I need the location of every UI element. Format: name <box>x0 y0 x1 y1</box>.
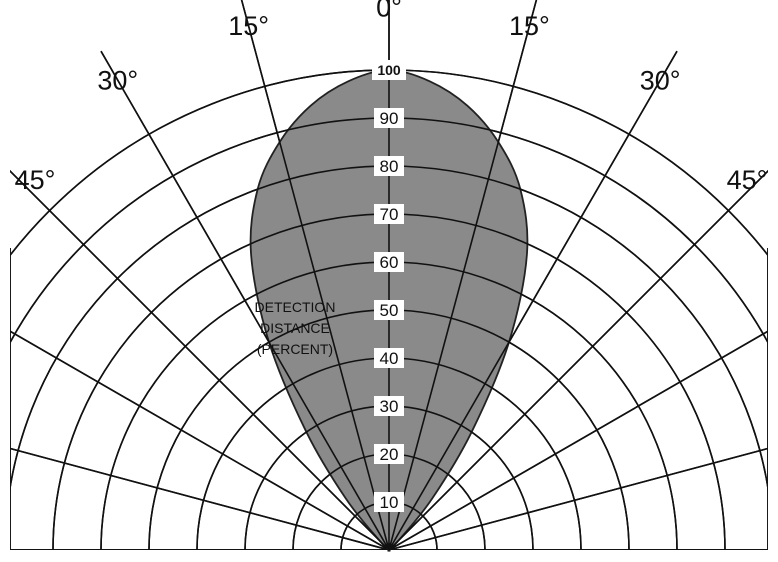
tick-bg-10 <box>374 492 404 512</box>
angle-label-right-30: 30° <box>640 65 681 95</box>
overlay-spoke--60 <box>10 330 390 550</box>
axis-label-line-3: (PERCENT) <box>257 341 333 357</box>
tick-bg-30 <box>374 396 404 416</box>
overlay-spoke--15 <box>240 0 390 550</box>
tick-label-100: 100 <box>377 62 401 78</box>
overlay-spoke-75 <box>388 447 768 550</box>
tick-bg-70 <box>374 204 404 224</box>
tick-label-20: 20 <box>380 445 399 464</box>
angle-label-right-15: 15° <box>509 11 550 41</box>
radial-tick-labels: 10 20 30 40 50 60 70 80 90 100 <box>372 60 406 512</box>
tick-bg-40 <box>374 348 404 368</box>
overlay-spoke-15 <box>388 0 538 550</box>
tick-label-70: 70 <box>380 205 399 224</box>
tick-bg-50 <box>374 300 404 320</box>
overlay-spoke-60 <box>388 330 768 550</box>
tick-bg-100 <box>372 60 406 80</box>
tick-label-30: 30 <box>380 397 399 416</box>
angle-labels: 0° 15° 15° 30° 30° 45° 45° <box>15 0 768 195</box>
tick-bg-80 <box>374 156 404 176</box>
tick-bg-60 <box>374 252 404 272</box>
tick-label-90: 90 <box>380 109 399 128</box>
overlay-spoke-45 <box>388 169 768 550</box>
tick-label-80: 80 <box>380 157 399 176</box>
overlay-spoke--75 <box>10 447 390 550</box>
overlay-spoke--30 <box>100 50 390 550</box>
axis-label-line-1: DETECTION <box>255 299 336 315</box>
angle-label-right-45: 45° <box>727 165 768 195</box>
tick-label-50: 50 <box>380 301 399 320</box>
angle-label-0: 0° <box>376 0 402 23</box>
angle-label-left-45: 45° <box>15 165 56 195</box>
overlay-spoke-30 <box>388 50 678 550</box>
tick-label-10: 10 <box>380 493 399 512</box>
center-hub <box>384 543 394 550</box>
axis-label-line-2: DISTANCE <box>260 320 330 336</box>
angle-label-left-30: 30° <box>97 65 138 95</box>
overlay-spoke--45 <box>10 169 390 550</box>
tick-bg-90 <box>374 108 404 128</box>
angle-label-left-15: 15° <box>228 11 269 41</box>
tick-bg-20 <box>374 444 404 464</box>
tick-label-60: 60 <box>380 253 399 272</box>
tick-label-40: 40 <box>380 349 399 368</box>
